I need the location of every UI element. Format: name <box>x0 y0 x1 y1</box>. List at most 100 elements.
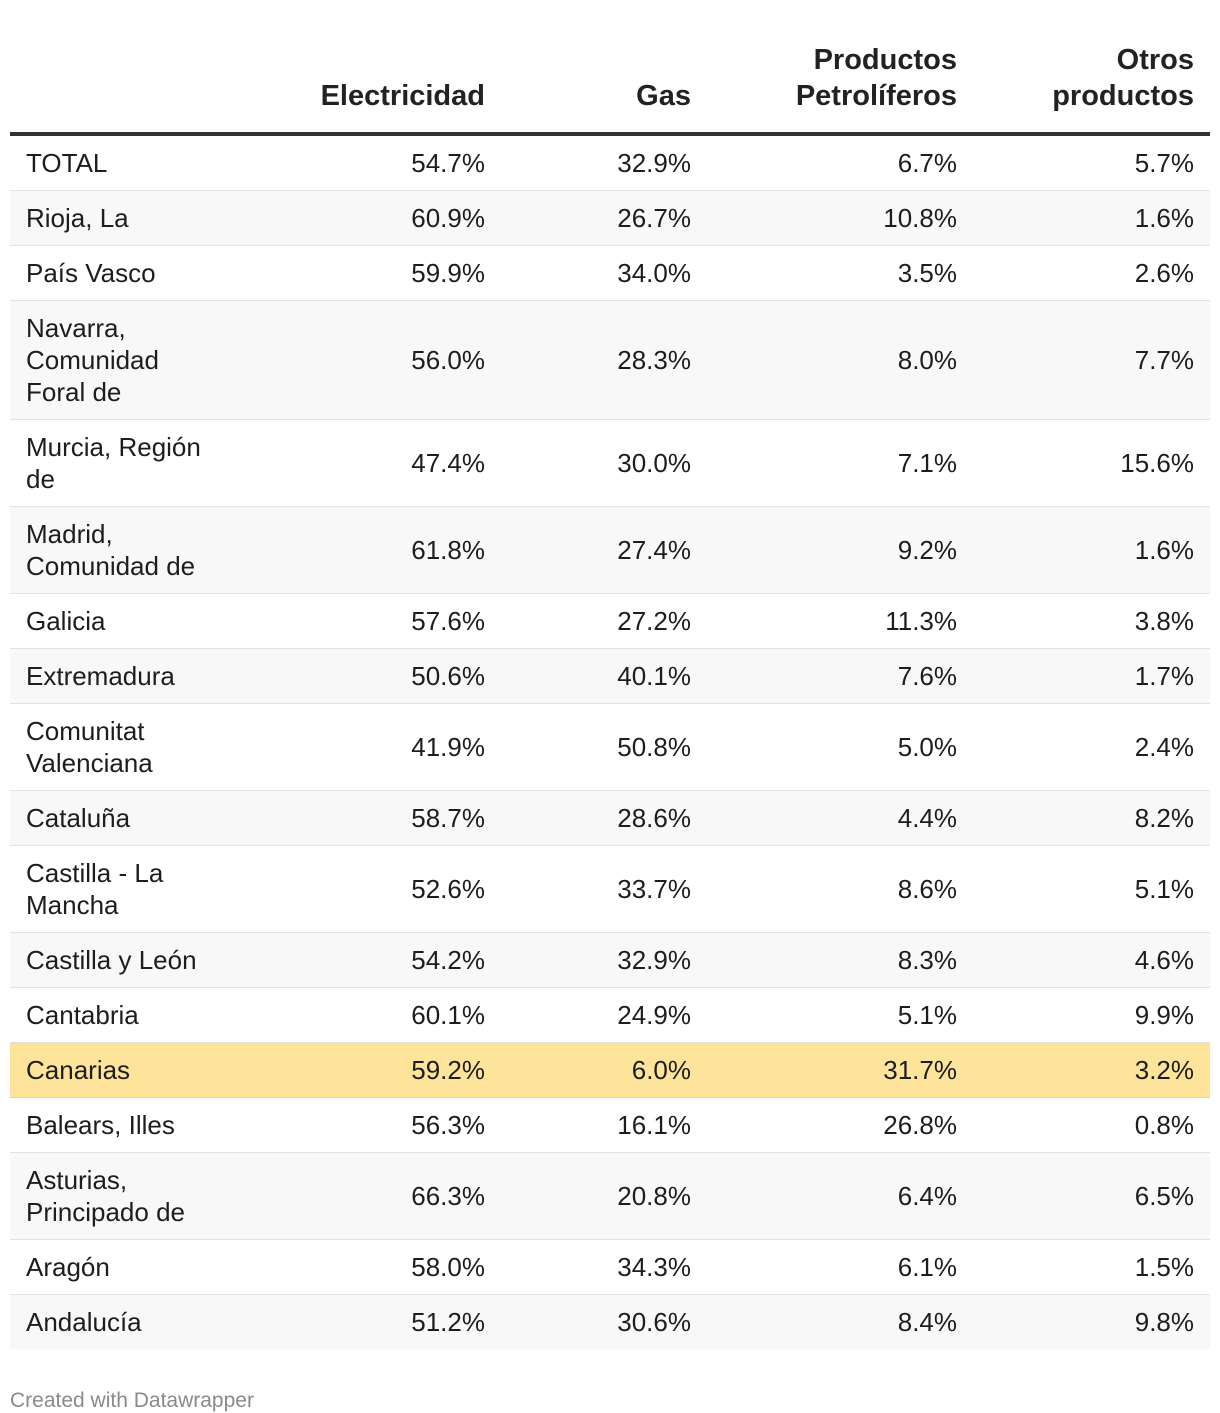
cell-electricidad: 59.9% <box>225 245 501 301</box>
cell-otros-productos: 0.8% <box>973 1097 1210 1153</box>
cell-electricidad: 41.9% <box>225 703 501 791</box>
cell-region: Murcia, Región de <box>10 419 225 507</box>
cell-otros-productos: 4.6% <box>973 932 1210 988</box>
cell-region: Navarra, Comunidad Foral de <box>10 300 225 420</box>
table-row: Cataluña 58.7% 28.6% 4.4% 8.2% <box>10 790 1210 846</box>
cell-electricidad: 54.2% <box>225 932 501 988</box>
cell-gas: 50.8% <box>501 703 707 791</box>
table-row: Extremadura 50.6% 40.1% 7.6% 1.7% <box>10 648 1210 704</box>
table-row: Comunitat Valenciana 41.9% 50.8% 5.0% 2.4% <box>10 703 1210 791</box>
table-row: Galicia 57.6% 27.2% 11.3% 3.8% <box>10 593 1210 649</box>
cell-region: TOTAL <box>10 134 225 191</box>
table-row: Murcia, Región de 47.4% 30.0% 7.1% 15.6% <box>10 419 1210 507</box>
cell-productos-petroliferos: 8.4% <box>707 1294 973 1349</box>
cell-gas: 27.2% <box>501 593 707 649</box>
header-label-line: Electricidad <box>320 80 485 112</box>
cell-productos-petroliferos: 6.1% <box>707 1239 973 1295</box>
cell-otros-productos: 8.2% <box>973 790 1210 846</box>
cell-productos-petroliferos: 31.7% <box>707 1042 973 1098</box>
cell-otros-productos: 1.7% <box>973 648 1210 704</box>
cell-otros-productos: 5.1% <box>973 845 1210 933</box>
cell-region: Andalucía <box>10 1294 225 1349</box>
cell-electricidad: 56.0% <box>225 300 501 420</box>
cell-region: Rioja, La <box>10 190 225 246</box>
table-row: Castilla y León 54.2% 32.9% 8.3% 4.6% <box>10 932 1210 988</box>
cell-productos-petroliferos: 8.6% <box>707 845 973 933</box>
cell-electricidad: 66.3% <box>225 1152 501 1240</box>
cell-otros-productos: 9.8% <box>973 1294 1210 1349</box>
cell-gas: 34.0% <box>501 245 707 301</box>
cell-gas: 28.6% <box>501 790 707 846</box>
table-row: Cantabria 60.1% 24.9% 5.1% 9.9% <box>10 987 1210 1043</box>
cell-otros-productos: 15.6% <box>973 419 1210 507</box>
cell-productos-petroliferos: 5.0% <box>707 703 973 791</box>
table-row: Balears, Illes 56.3% 16.1% 26.8% 0.8% <box>10 1097 1210 1153</box>
cell-gas: 24.9% <box>501 987 707 1043</box>
header-label-line: Productos <box>813 44 957 76</box>
table-row: Rioja, La 60.9% 26.7% 10.8% 1.6% <box>10 190 1210 246</box>
cell-electricidad: 61.8% <box>225 506 501 594</box>
cell-gas: 28.3% <box>501 300 707 420</box>
cell-productos-petroliferos: 9.2% <box>707 506 973 594</box>
energy-consumption-table: Electricidad Gas Productos Petrolíferos Otro… <box>10 0 1210 1349</box>
cell-electricidad: 50.6% <box>225 648 501 704</box>
header-label-line: Otros <box>1116 44 1194 76</box>
cell-electricidad: 58.0% <box>225 1239 501 1295</box>
cell-electricidad: 59.2% <box>225 1042 501 1098</box>
cell-gas: 30.6% <box>501 1294 707 1349</box>
cell-productos-petroliferos: 10.8% <box>707 190 973 246</box>
cell-productos-petroliferos: 5.1% <box>707 987 973 1043</box>
cell-electricidad: 60.9% <box>225 190 501 246</box>
cell-gas: 27.4% <box>501 506 707 594</box>
cell-electricidad: 52.6% <box>225 845 501 933</box>
cell-otros-productos: 1.6% <box>973 190 1210 246</box>
cell-productos-petroliferos: 4.4% <box>707 790 973 846</box>
cell-region: Balears, Illes <box>10 1097 225 1153</box>
table-row-highlighted: Canarias 59.2% 6.0% 31.7% 3.2% <box>10 1042 1210 1098</box>
table-header: Electricidad Gas Productos Petrolíferos Otro… <box>10 0 1210 136</box>
cell-region: Comunitat Valenciana <box>10 703 225 791</box>
table-row: Madrid, Comunidad de 61.8% 27.4% 9.2% 1.6% <box>10 506 1210 594</box>
cell-electricidad: 54.7% <box>225 134 501 191</box>
cell-gas: 40.1% <box>501 648 707 704</box>
cell-productos-petroliferos: 6.7% <box>707 134 973 191</box>
header-label-line: Gas <box>636 80 691 112</box>
cell-gas: 20.8% <box>501 1152 707 1240</box>
cell-region: Galicia <box>10 593 225 649</box>
cell-region: Castilla y León <box>10 932 225 988</box>
cell-gas: 16.1% <box>501 1097 707 1153</box>
cell-otros-productos: 2.4% <box>973 703 1210 791</box>
header-label-line: Petrolíferos <box>795 80 957 112</box>
cell-productos-petroliferos: 8.3% <box>707 932 973 988</box>
table-row: País Vasco 59.9% 34.0% 3.5% 2.6% <box>10 245 1210 301</box>
cell-region: Aragón <box>10 1239 225 1295</box>
cell-otros-productos: 7.7% <box>973 300 1210 420</box>
cell-gas: 26.7% <box>501 190 707 246</box>
cell-gas: 32.9% <box>501 932 707 988</box>
cell-otros-productos: 3.2% <box>973 1042 1210 1098</box>
cell-otros-productos: 6.5% <box>973 1152 1210 1240</box>
table-body: TOTAL 54.7% 32.9% 6.7% 5.7% Rioja, La 60.9% 26.… <box>10 134 1210 1349</box>
cell-otros-productos: 3.8% <box>973 593 1210 649</box>
cell-region: Extremadura <box>10 648 225 704</box>
cell-productos-petroliferos: 7.1% <box>707 419 973 507</box>
cell-otros-productos: 1.6% <box>973 506 1210 594</box>
footer-credit[interactable]: Created with Datawrapper <box>10 1389 254 1412</box>
table-row: TOTAL 54.7% 32.9% 6.7% 5.7% <box>10 134 1210 191</box>
cell-electricidad: 56.3% <box>225 1097 501 1153</box>
cell-electricidad: 51.2% <box>225 1294 501 1349</box>
cell-region: País Vasco <box>10 245 225 301</box>
cell-otros-productos: 5.7% <box>973 134 1210 191</box>
cell-electricidad: 57.6% <box>225 593 501 649</box>
cell-gas: 6.0% <box>501 1042 707 1098</box>
table-row: Asturias, Principado de 66.3% 20.8% 6.4% 6.5… <box>10 1152 1210 1240</box>
cell-otros-productos: 9.9% <box>973 987 1210 1043</box>
table-row: Andalucía 51.2% 30.6% 8.4% 9.8% <box>10 1294 1210 1349</box>
header-otros-productos: Otros productos <box>973 0 1210 136</box>
cell-productos-petroliferos: 8.0% <box>707 300 973 420</box>
table-container: Electricidad Gas Productos Petrolíferos Otro… <box>10 0 1210 1413</box>
cell-region: Canarias <box>10 1042 225 1098</box>
cell-productos-petroliferos: 3.5% <box>707 245 973 301</box>
cell-gas: 30.0% <box>501 419 707 507</box>
header-gas: Gas <box>501 0 707 136</box>
